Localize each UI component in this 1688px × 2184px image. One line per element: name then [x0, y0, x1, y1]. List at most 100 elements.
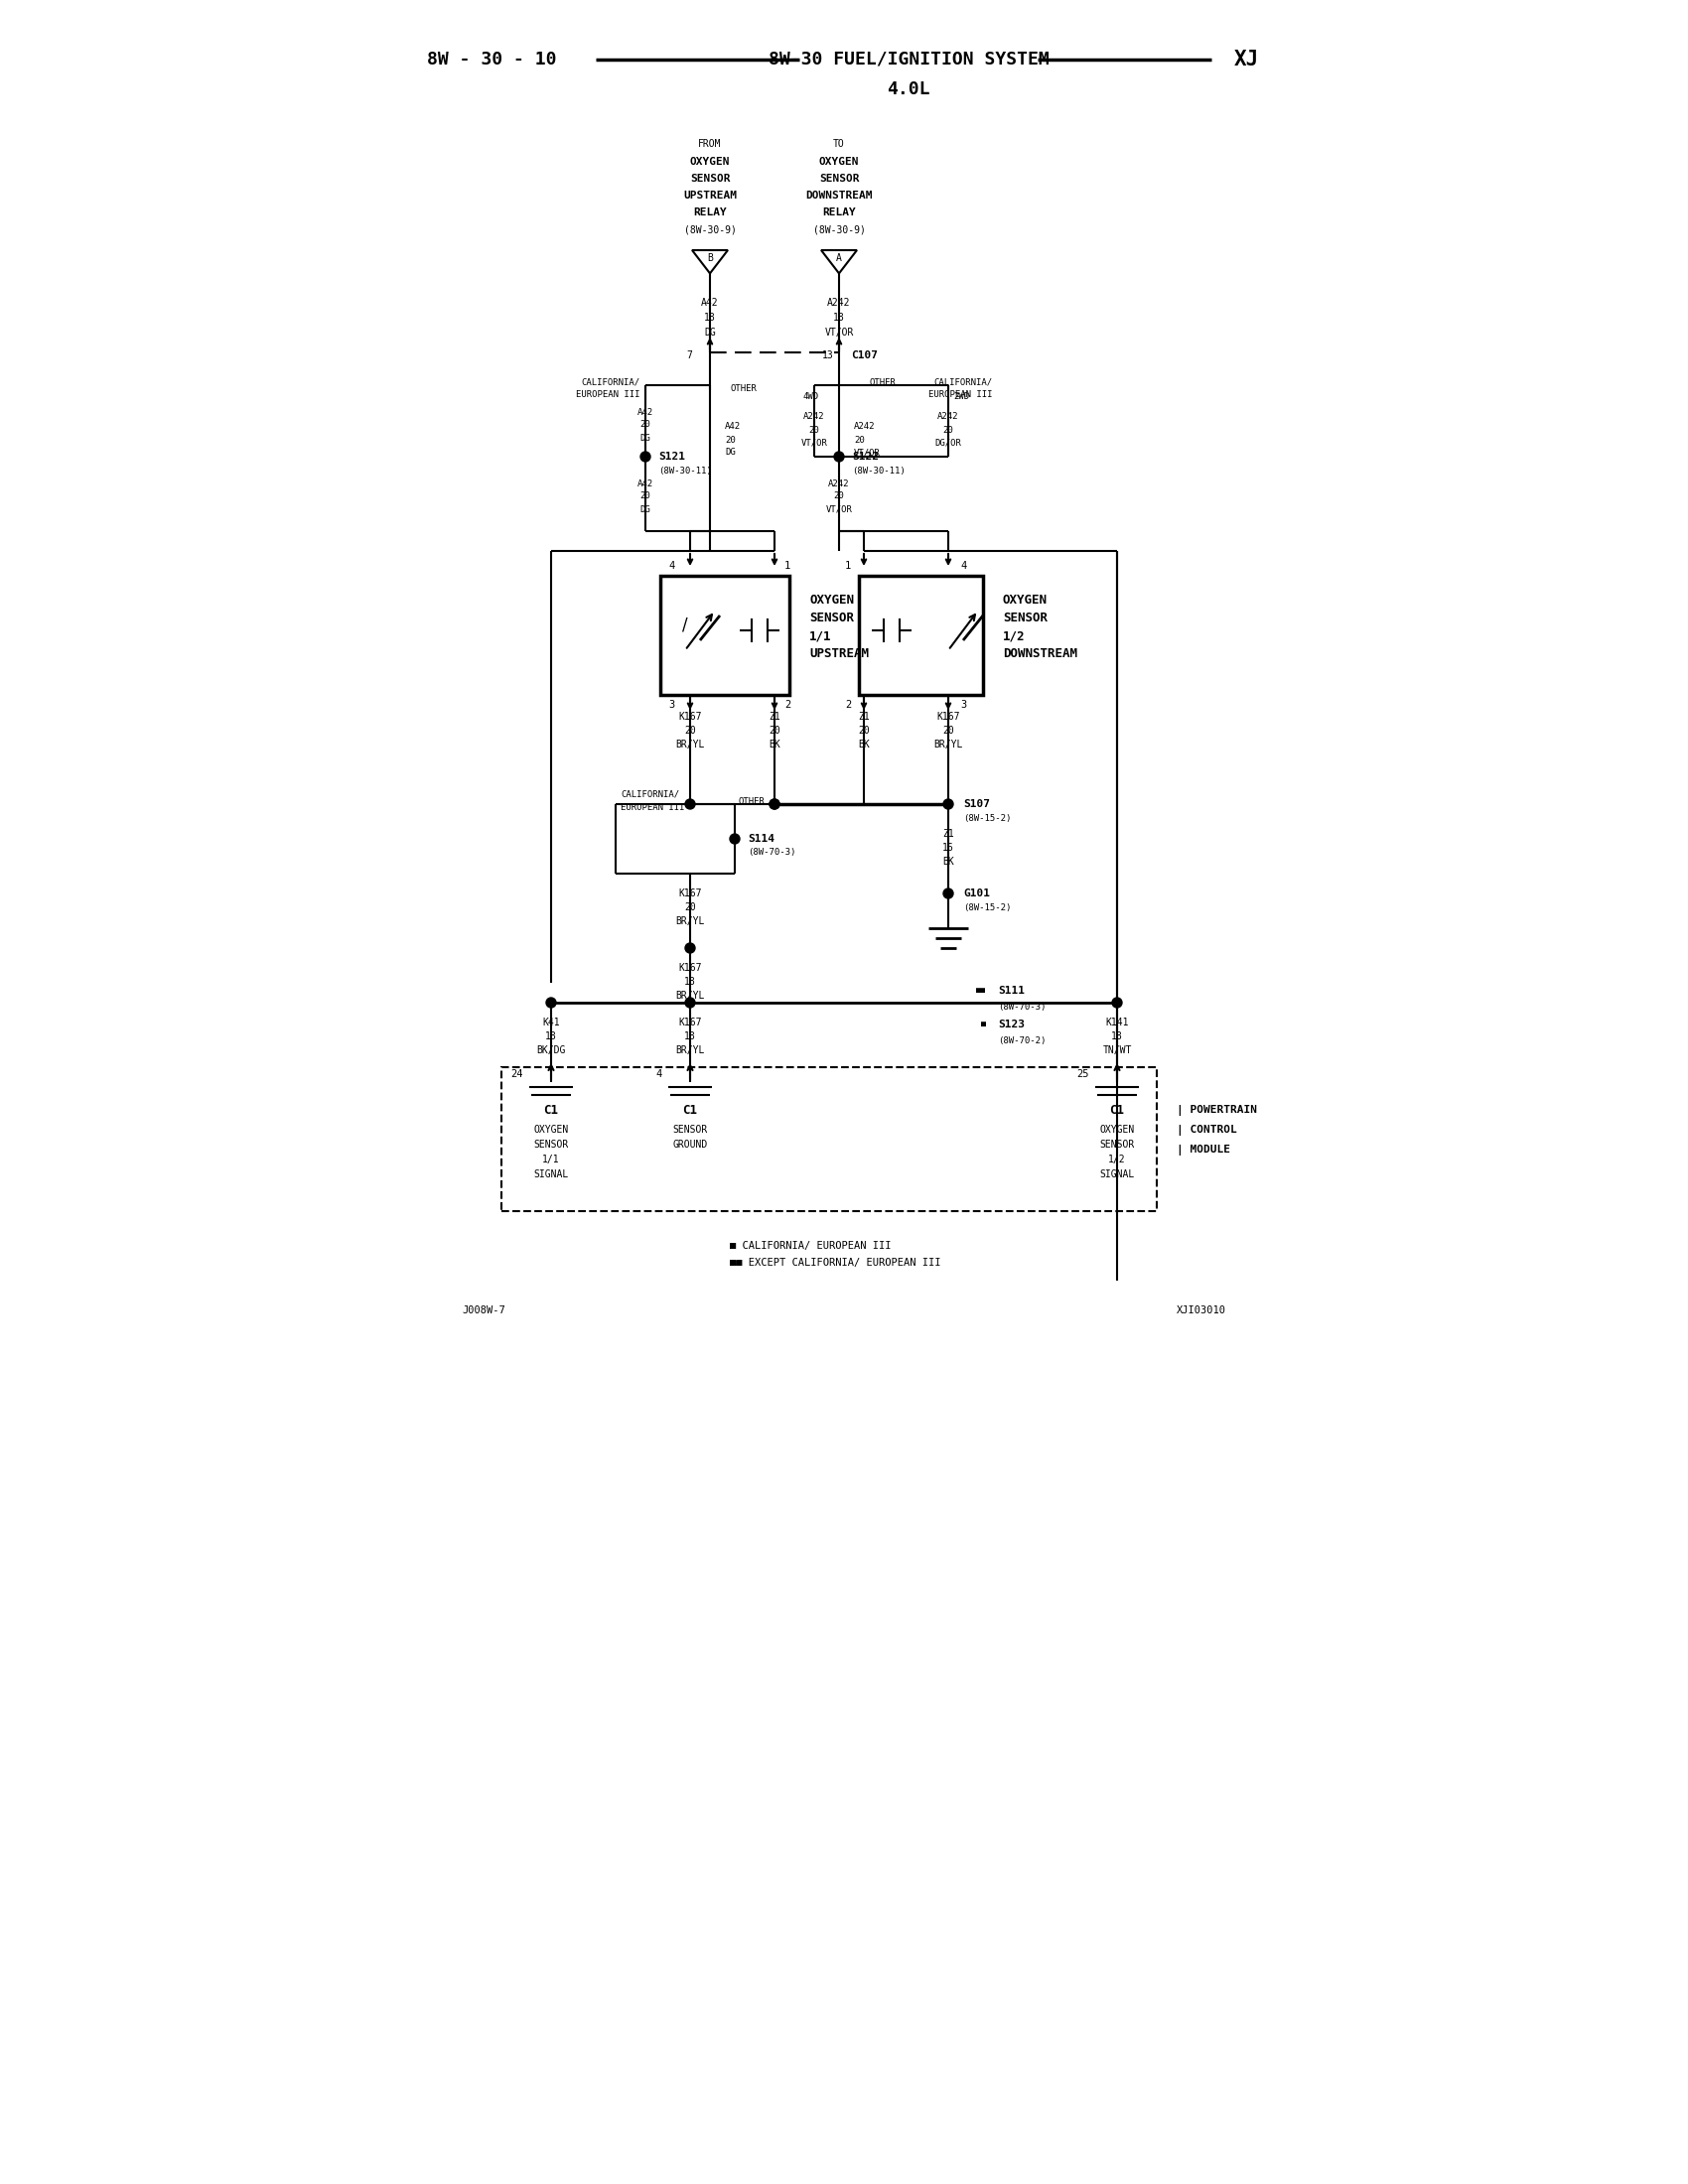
Text: BR/YL: BR/YL: [675, 1046, 704, 1055]
Text: 25: 25: [1077, 1070, 1089, 1079]
Bar: [501, 1068, 1156, 1212]
Text: OTHER: OTHER: [738, 797, 765, 806]
Text: A42: A42: [638, 478, 653, 487]
Text: OXYGEN: OXYGEN: [819, 157, 859, 166]
Text: ■■ EXCEPT CALIFORNIA/ EUROPEAN III: ■■ EXCEPT CALIFORNIA/ EUROPEAN III: [729, 1258, 940, 1267]
Text: (8W-30-9): (8W-30-9): [684, 225, 736, 234]
Text: K167: K167: [679, 1018, 702, 1026]
Text: 20: 20: [640, 419, 652, 430]
Text: RELAY: RELAY: [694, 207, 728, 218]
Text: 8W - 30 - 10: 8W - 30 - 10: [427, 50, 557, 68]
Text: (8W-30-9): (8W-30-9): [814, 225, 866, 234]
Circle shape: [770, 799, 780, 808]
Text: Z1: Z1: [768, 712, 780, 721]
Text: 7: 7: [687, 349, 692, 360]
Text: BK/DG: BK/DG: [537, 1046, 565, 1055]
Text: /: /: [682, 616, 689, 633]
Text: EUROPEAN III: EUROPEAN III: [576, 391, 640, 400]
Text: BR/YL: BR/YL: [675, 740, 704, 749]
Text: 18: 18: [684, 1031, 695, 1042]
Text: (8W-70-3): (8W-70-3): [998, 1002, 1047, 1011]
Text: S111: S111: [998, 985, 1025, 996]
Text: 20: 20: [768, 725, 780, 736]
Circle shape: [729, 834, 739, 843]
Text: CALIFORNIA/: CALIFORNIA/: [933, 378, 993, 387]
Text: SENSOR: SENSOR: [819, 175, 859, 183]
Text: 20: 20: [640, 491, 652, 500]
Text: 20: 20: [684, 725, 695, 736]
Text: BK: BK: [942, 856, 954, 867]
Text: A242: A242: [803, 413, 825, 422]
Text: A242: A242: [854, 422, 876, 432]
Text: ■■: ■■: [976, 987, 986, 996]
Text: 3: 3: [960, 699, 966, 710]
Text: C107: C107: [851, 349, 878, 360]
Circle shape: [944, 889, 954, 898]
Text: S122: S122: [852, 452, 879, 461]
Text: 1: 1: [844, 561, 851, 570]
Text: S107: S107: [964, 799, 989, 808]
Text: 1/2: 1/2: [1109, 1155, 1126, 1164]
Text: 20: 20: [944, 426, 954, 435]
Text: SIGNAL: SIGNAL: [533, 1168, 569, 1179]
Text: OXYGEN: OXYGEN: [690, 157, 729, 166]
Text: 1/2: 1/2: [1003, 629, 1025, 642]
Text: 20: 20: [942, 725, 954, 736]
Text: 8W-30 FUEL/IGNITION SYSTEM: 8W-30 FUEL/IGNITION SYSTEM: [768, 50, 1048, 68]
Text: 20: 20: [834, 491, 844, 500]
Text: BR/YL: BR/YL: [675, 917, 704, 926]
Text: A: A: [836, 253, 842, 262]
Text: K141: K141: [1106, 1018, 1129, 1026]
Text: K167: K167: [937, 712, 960, 721]
Text: CALIFORNIA/: CALIFORNIA/: [582, 378, 640, 387]
Text: J008W-7: J008W-7: [463, 1306, 505, 1315]
Text: DG: DG: [724, 448, 736, 456]
Text: DG: DG: [704, 328, 716, 339]
Text: A242: A242: [829, 478, 849, 487]
Text: C1: C1: [1109, 1103, 1124, 1116]
Text: BK: BK: [858, 740, 869, 749]
Text: 1/1: 1/1: [809, 629, 832, 642]
Text: SIGNAL: SIGNAL: [1099, 1168, 1134, 1179]
Circle shape: [834, 452, 844, 461]
Text: 20: 20: [858, 725, 869, 736]
Text: RELAY: RELAY: [822, 207, 856, 218]
Text: VT/OR: VT/OR: [825, 505, 852, 513]
Text: A242: A242: [827, 297, 851, 308]
Text: 3: 3: [668, 699, 675, 710]
Text: 2: 2: [785, 699, 790, 710]
Circle shape: [1112, 998, 1123, 1007]
Text: B: B: [707, 253, 712, 262]
Text: 24: 24: [511, 1070, 523, 1079]
Text: A42: A42: [638, 408, 653, 417]
Text: 20: 20: [684, 902, 695, 913]
Text: (8W-30-11): (8W-30-11): [658, 465, 712, 476]
Text: VT/OR: VT/OR: [824, 328, 854, 339]
Text: UPSTREAM: UPSTREAM: [684, 190, 736, 201]
Text: TO: TO: [834, 140, 846, 149]
Text: SENSOR: SENSOR: [690, 175, 729, 183]
Text: BR/YL: BR/YL: [675, 992, 704, 1000]
Text: 4: 4: [657, 1070, 662, 1079]
Text: OTHER: OTHER: [729, 384, 756, 393]
Text: BR/YL: BR/YL: [933, 740, 962, 749]
Circle shape: [685, 998, 695, 1007]
Text: CALIFORNIA/: CALIFORNIA/: [621, 791, 679, 799]
Text: | MODULE: | MODULE: [1177, 1144, 1231, 1155]
Text: A242: A242: [937, 413, 959, 422]
Text: 4: 4: [668, 561, 675, 570]
Text: DOWNSTREAM: DOWNSTREAM: [805, 190, 873, 201]
Circle shape: [640, 452, 650, 461]
Text: 20: 20: [724, 435, 736, 443]
Text: 18: 18: [684, 976, 695, 987]
Circle shape: [770, 799, 780, 808]
Text: S123: S123: [998, 1020, 1025, 1029]
Text: BK: BK: [768, 740, 780, 749]
Text: K167: K167: [679, 963, 702, 972]
Text: SENSOR: SENSOR: [533, 1140, 569, 1149]
Text: EUROPEAN III: EUROPEAN III: [621, 804, 685, 812]
Text: VT/OR: VT/OR: [800, 439, 827, 448]
Text: | POWERTRAIN: | POWERTRAIN: [1177, 1105, 1258, 1116]
Text: OXYGEN: OXYGEN: [533, 1125, 569, 1136]
Text: SENSOR: SENSOR: [1099, 1140, 1134, 1149]
